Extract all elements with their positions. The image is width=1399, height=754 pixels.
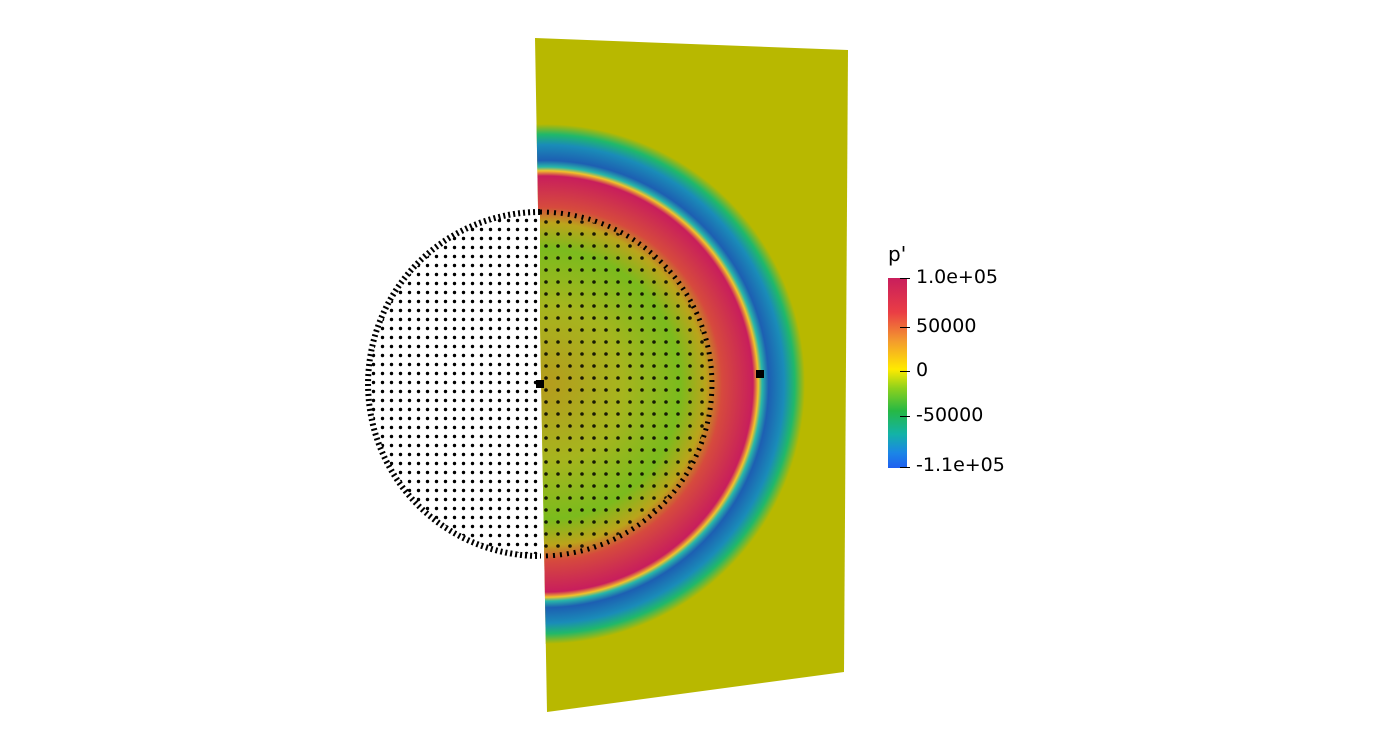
probe-marker-center bbox=[536, 380, 544, 388]
color-legend: p' 1.0e+05 50000 0 -50000 -1.1e+05 bbox=[880, 240, 1080, 500]
legend-tick bbox=[900, 327, 910, 328]
sphere-point-cloud-right bbox=[539, 209, 715, 559]
legend-tick bbox=[900, 416, 910, 417]
legend-tick bbox=[900, 278, 910, 279]
colorbar bbox=[888, 278, 907, 468]
legend-tick bbox=[900, 371, 910, 372]
legend-tick bbox=[900, 467, 910, 468]
legend-tick-label: 1.0e+05 bbox=[916, 266, 999, 288]
legend-tick-label: 50000 bbox=[916, 315, 977, 337]
legend-tick-label: -1.1e+05 bbox=[916, 454, 1005, 476]
legend-tick-label: 0 bbox=[916, 359, 929, 381]
sphere-point-cloud-left bbox=[365, 209, 541, 559]
probe-marker-right bbox=[756, 370, 764, 378]
legend-tick-label: -50000 bbox=[916, 404, 984, 426]
legend-title: p' bbox=[888, 242, 907, 266]
